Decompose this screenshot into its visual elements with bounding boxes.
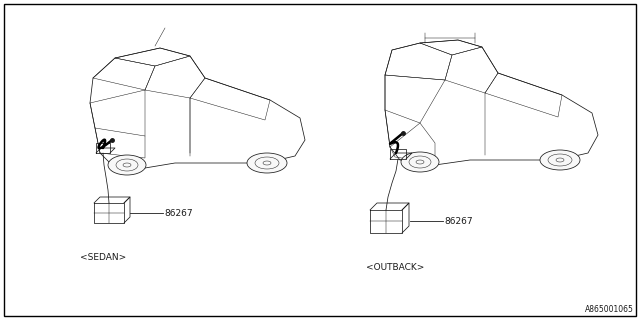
Ellipse shape [116, 159, 138, 171]
Text: A865001065: A865001065 [585, 305, 634, 314]
Text: 86267: 86267 [444, 217, 472, 226]
Ellipse shape [263, 161, 271, 165]
Ellipse shape [247, 153, 287, 173]
Ellipse shape [540, 150, 580, 170]
Ellipse shape [409, 156, 431, 168]
Ellipse shape [401, 152, 439, 172]
Text: <SEDAN>: <SEDAN> [80, 253, 126, 262]
Ellipse shape [556, 158, 564, 162]
Ellipse shape [255, 157, 279, 169]
Ellipse shape [123, 163, 131, 167]
Text: <OUTBACK>: <OUTBACK> [366, 263, 424, 272]
Ellipse shape [416, 160, 424, 164]
Ellipse shape [548, 154, 572, 166]
Ellipse shape [108, 155, 146, 175]
Text: 86267: 86267 [164, 209, 193, 218]
